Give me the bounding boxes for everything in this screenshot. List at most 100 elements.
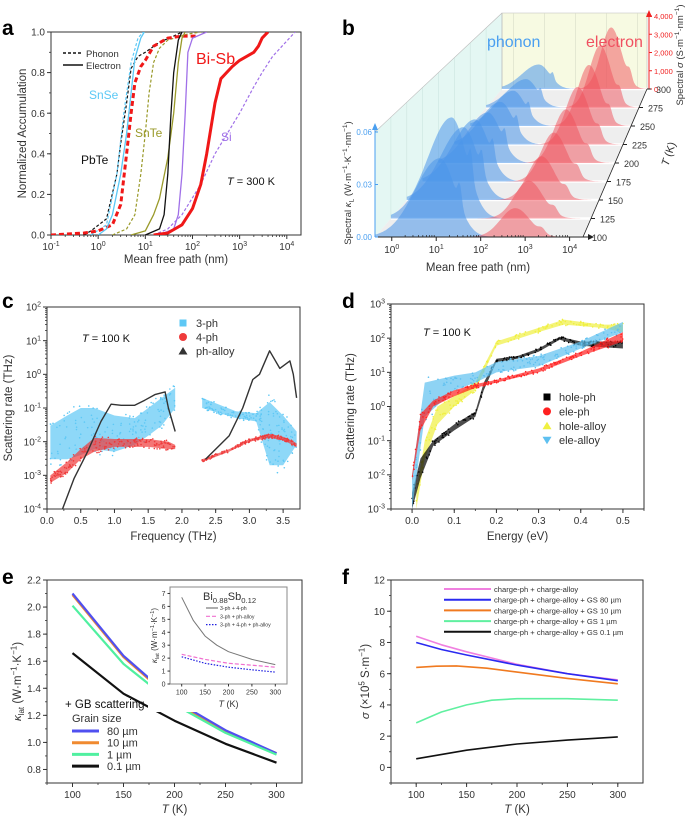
scatter-point (472, 418, 475, 420)
scatter-point (129, 415, 131, 417)
scatter-point (281, 427, 283, 429)
text-run: 2.0 (175, 516, 189, 527)
scatter-point (245, 411, 247, 414)
annotation: SnTe (135, 126, 163, 140)
scatter-point (65, 467, 68, 469)
scatter-point (470, 391, 472, 393)
scatter-point (457, 401, 460, 404)
scatter-point (283, 438, 285, 440)
series-pbte (145, 32, 183, 235)
x-tick-label: 3.0 (242, 516, 256, 527)
text-run: 200 (624, 159, 639, 169)
scatter-point (497, 380, 500, 383)
scatter-point (520, 375, 523, 377)
scatter-point (598, 327, 600, 329)
legend-marker-circle (179, 333, 187, 341)
scatter-point (525, 374, 528, 376)
scatter-point (548, 367, 550, 369)
chart-panel-e: 100 150 200 250 3000.81.01.21.41.61.82.02.2T… (9, 576, 303, 816)
scatter-point (153, 447, 156, 450)
text-run: 0.00 (356, 233, 372, 242)
scatter-point (565, 356, 568, 359)
scatter-point (487, 382, 490, 385)
y-tick-label: 10-3 (24, 470, 41, 482)
scatter-point (249, 440, 252, 442)
scatter-point (590, 342, 592, 345)
series-4-ph (49, 433, 297, 484)
scatter-point (246, 418, 249, 420)
y-axis-label: Scattering rate (THz) (3, 354, 15, 461)
text-run: (K) (169, 804, 188, 816)
text-run: 1.8 (27, 630, 41, 641)
scatter-point (452, 378, 454, 381)
scatter-point (523, 356, 525, 359)
scatter-point (213, 411, 215, 414)
text-run: 80 µm (107, 726, 138, 738)
scatter-point (456, 385, 459, 387)
scatter-point (80, 416, 83, 419)
scatter-point (532, 363, 535, 366)
scatter-point (540, 346, 542, 348)
scatter-point (63, 414, 65, 417)
text-run: 1.6 (27, 657, 41, 668)
text-run: 0.8 (27, 765, 41, 776)
scatter-point (542, 356, 544, 359)
text-run: 2 (381, 333, 385, 340)
scatter-point (415, 466, 418, 469)
text-run: -3 (35, 470, 41, 477)
series-line (416, 665, 618, 685)
text-run: ·K (343, 155, 354, 165)
scatter-point (435, 424, 438, 426)
text-run: Spectral (343, 207, 354, 245)
scatter-point (578, 323, 580, 326)
scatter-point (164, 442, 167, 444)
panel-letter-d: d (342, 290, 355, 313)
scatter-point (444, 384, 446, 386)
scatter-point (278, 455, 280, 458)
y-tick-label: 10-2 (24, 436, 41, 448)
text-run: Scattering rate (THz) (3, 354, 15, 461)
scatter-point (260, 420, 263, 423)
scatter-point (479, 395, 482, 397)
scatter-point (474, 412, 476, 415)
scatter-point (561, 323, 564, 326)
chart-panel-f: 100 150 200 250 300 0 2 4 6 8 10 12 T (K) σ (×105 S·m… (357, 576, 644, 816)
scatter-point (535, 349, 538, 352)
text-run: 5 (357, 681, 366, 686)
text-run: ) (12, 642, 24, 646)
scatter-point (242, 441, 245, 443)
text-run: 2 (484, 244, 488, 251)
scatter-point (144, 441, 147, 444)
scatter-point (415, 499, 418, 502)
scatter-point (129, 428, 132, 430)
scatter-point (259, 435, 262, 437)
x-tick-label: 103 (232, 241, 247, 253)
text-run: −1 (674, 7, 681, 15)
scatter-point (496, 340, 499, 343)
x-tick-label: 200 (166, 790, 183, 801)
y-tick-label: 0 (379, 763, 385, 774)
text-run: Energy (eV) (487, 531, 549, 543)
scatter-point (158, 420, 161, 423)
scatter-point (87, 405, 90, 407)
x-tick-label: 0.1 (447, 516, 461, 527)
text-run: 300 (268, 790, 285, 801)
y-tick-label: 0.8 (31, 68, 45, 79)
series-bi-sb (51, 34, 198, 235)
text-run: SnTe (135, 126, 163, 140)
scatter-point (159, 398, 162, 401)
scatter-point (484, 384, 486, 387)
scatter-point (286, 416, 288, 418)
scatter-point (256, 410, 258, 413)
text-run: 10 (370, 300, 382, 311)
scatter-point (539, 330, 542, 333)
scatter-point (443, 396, 446, 399)
scatter-point (244, 442, 247, 445)
series-line (61, 391, 176, 509)
text-run: T (504, 804, 512, 816)
y-tick-label: 3 (162, 643, 166, 650)
scatter-point (453, 404, 455, 407)
x-tick-label: 100 (176, 690, 188, 697)
text-run: 0 (654, 85, 658, 94)
text-run: ele-alloy (559, 435, 600, 447)
